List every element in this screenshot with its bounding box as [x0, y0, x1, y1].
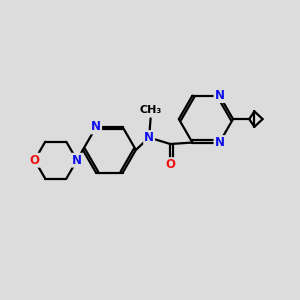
Text: CH₃: CH₃	[140, 106, 162, 116]
Text: O: O	[30, 154, 40, 167]
Text: N: N	[144, 131, 154, 144]
Text: N: N	[72, 154, 82, 167]
Text: N: N	[214, 89, 224, 102]
Text: N: N	[91, 121, 101, 134]
Text: N: N	[214, 136, 224, 149]
Text: O: O	[165, 158, 175, 171]
